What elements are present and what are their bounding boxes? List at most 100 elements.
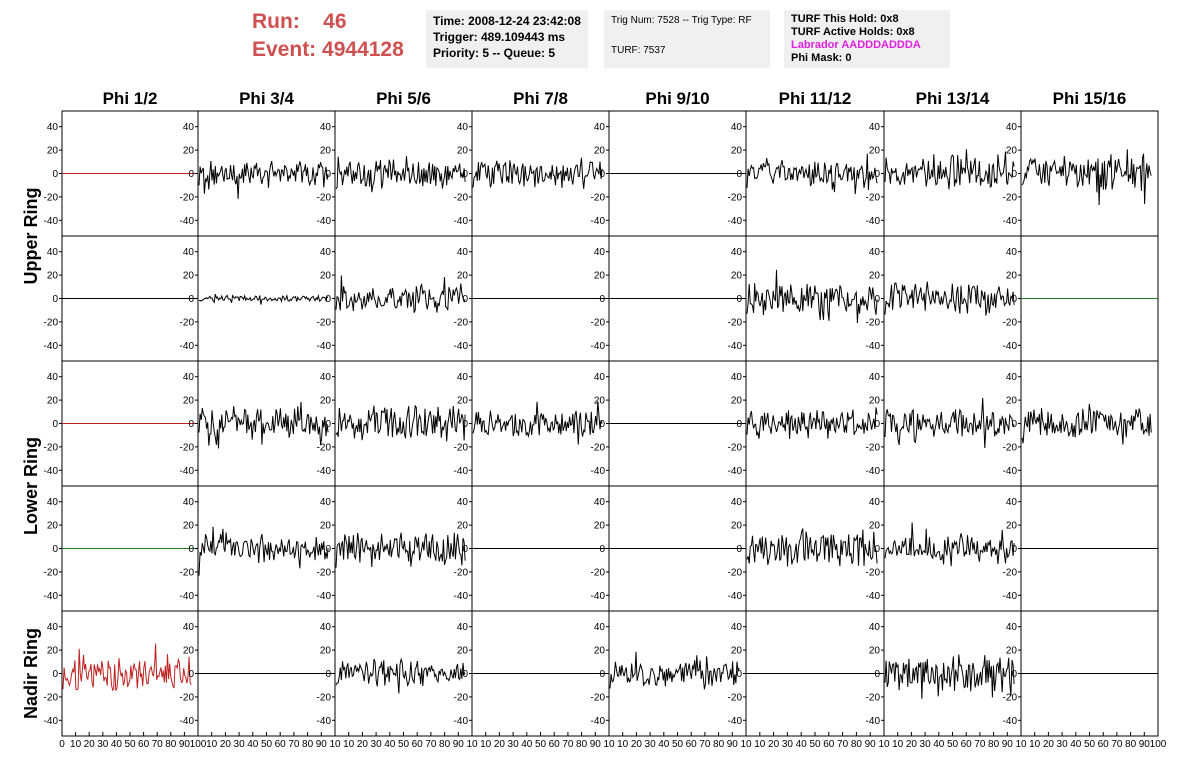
x-tick-label: 30 — [645, 739, 657, 750]
trace-waveform — [198, 160, 329, 199]
panel-frame — [1020, 110, 1159, 237]
y-tick-label: -20 — [454, 442, 469, 453]
priority-text: Priority: 5 -- Queue: 5 — [433, 46, 556, 60]
y-tick-label: -20 — [180, 567, 195, 578]
x-tick-label: 90 — [1002, 739, 1014, 750]
y-tick-label: 40 — [731, 622, 743, 633]
x-tick-label: 20 — [84, 739, 96, 750]
x-tick-label: 10 — [754, 739, 766, 750]
y-tick-label: 40 — [594, 122, 606, 133]
x-tick-label: 40 — [521, 739, 533, 750]
y-tick-label: 20 — [457, 146, 469, 157]
panel-r1-c5: -40 -20 0 20 40 — [591, 110, 747, 237]
panel-r2-c5: -40 -20 0 20 40 — [591, 235, 747, 362]
panel-r4-c4: -40 -20 0 20 40 — [454, 485, 610, 612]
y-tick-label: 0 — [462, 669, 468, 680]
y-tick-label: -20 — [866, 192, 881, 203]
x-tick-label: 40 — [796, 739, 808, 750]
y-tick-label: -40 — [866, 716, 881, 727]
y-tick-label: 40 — [594, 497, 606, 508]
y-tick-label: 40 — [183, 247, 195, 258]
time-info-box: Time: 2008-12-24 23:42:08 Trigger: 489.1… — [426, 10, 588, 68]
ring-label-2: Lower Ring — [21, 437, 41, 535]
panel-r4-c6: -40 -20 0 20 40 — [728, 485, 885, 612]
y-tick-label: 40 — [320, 372, 332, 383]
y-tick-label: -40 — [317, 466, 332, 477]
y-tick-label: -40 — [317, 716, 332, 727]
y-tick-label: 40 — [731, 122, 743, 133]
column-title-4: Phi 7/8 — [513, 89, 568, 108]
y-tick-label: -40 — [591, 216, 606, 227]
y-tick-label: -20 — [728, 567, 743, 578]
x-tick-label: 20 — [768, 739, 780, 750]
y-tick-label: 0 — [1011, 294, 1017, 305]
y-tick-label: -40 — [44, 216, 59, 227]
x-tick-label: 60 — [961, 739, 973, 750]
panel-r1-c3: -40 -20 0 20 40 — [317, 110, 473, 237]
y-tick-label: 20 — [869, 146, 881, 157]
y-tick-label: 40 — [731, 372, 743, 383]
ring-label-1: Upper Ring — [21, 188, 41, 285]
y-tick-label: -40 — [591, 591, 606, 602]
event-row: Event: 4944128 — [252, 36, 417, 64]
y-tick-label: -20 — [866, 317, 881, 328]
x-tick-label: 80 — [576, 739, 588, 750]
trace-waveform — [335, 657, 466, 694]
y-tick-label: 0 — [462, 169, 468, 180]
panel-r5-c8: -40 -20 0 20 40 — [1003, 610, 1159, 737]
y-tick-label: -40 — [1003, 716, 1018, 727]
y-tick-label: 20 — [869, 271, 881, 282]
x-tick-label: 60 — [549, 739, 561, 750]
panel-r2-c3: -40 -20 0 20 40 — [317, 235, 473, 362]
x-tick-label: 30 — [234, 739, 246, 750]
trace-waveform — [335, 532, 466, 568]
y-tick-label: 40 — [320, 247, 332, 258]
y-tick-label: -20 — [180, 442, 195, 453]
column-title-2: Phi 3/4 — [239, 89, 294, 108]
y-tick-label: 40 — [47, 497, 59, 508]
panel-r3-c3: -40 -20 0 20 40 — [317, 360, 473, 487]
y-tick-label: 20 — [869, 396, 881, 407]
x-tick-label: 90 — [727, 739, 739, 750]
column-title-5: Phi 9/10 — [645, 89, 709, 108]
x-tick-label: 20 — [357, 739, 369, 750]
run-row: Run: 46 — [252, 8, 417, 36]
trace-waveform — [335, 275, 466, 313]
y-tick-label: 0 — [1011, 669, 1017, 680]
y-tick-label: -40 — [591, 716, 606, 727]
y-tick-label: 20 — [731, 521, 743, 532]
x-tick-label: 50 — [535, 739, 547, 750]
y-tick-label: -20 — [728, 442, 743, 453]
x-tick-label: 10 — [1029, 739, 1041, 750]
y-tick-label: 0 — [736, 294, 742, 305]
y-tick-label: -40 — [454, 341, 469, 352]
x-tick-label: 80 — [1125, 739, 1137, 750]
y-tick-label: 0 — [1011, 169, 1017, 180]
trace-waveform — [884, 149, 1015, 190]
x-tick-label: 80 — [165, 739, 177, 750]
y-tick-label: -40 — [180, 716, 195, 727]
x-tick-label: 90 — [453, 739, 465, 750]
y-tick-label: -20 — [1003, 567, 1018, 578]
y-tick-label: -20 — [44, 317, 59, 328]
x-tick-label: 10 — [617, 739, 629, 750]
y-tick-label: 0 — [874, 169, 880, 180]
panel-r3-c4: -40 -20 0 20 40 — [454, 360, 610, 487]
y-tick-label: -20 — [317, 692, 332, 703]
x-tick-label: 10 — [466, 739, 478, 750]
y-tick-label: 40 — [1006, 122, 1018, 133]
panel-r4-c2: -40 -20 0 20 40 — [180, 485, 336, 612]
y-tick-label: -40 — [44, 716, 59, 727]
y-tick-label: -40 — [591, 341, 606, 352]
x-tick-label: 80 — [851, 739, 863, 750]
x-tick-label: 10 — [480, 739, 492, 750]
x-tick-label: 30 — [1057, 739, 1069, 750]
phi-mask-text: Phi Mask: 0 — [791, 52, 852, 64]
y-tick-label: -40 — [866, 591, 881, 602]
panel-frame — [1020, 360, 1159, 487]
y-tick-label: -20 — [591, 192, 606, 203]
x-tick-label: 10 — [1015, 739, 1027, 750]
y-tick-label: 20 — [183, 396, 195, 407]
y-tick-label: -40 — [454, 216, 469, 227]
y-tick-label: 40 — [183, 622, 195, 633]
